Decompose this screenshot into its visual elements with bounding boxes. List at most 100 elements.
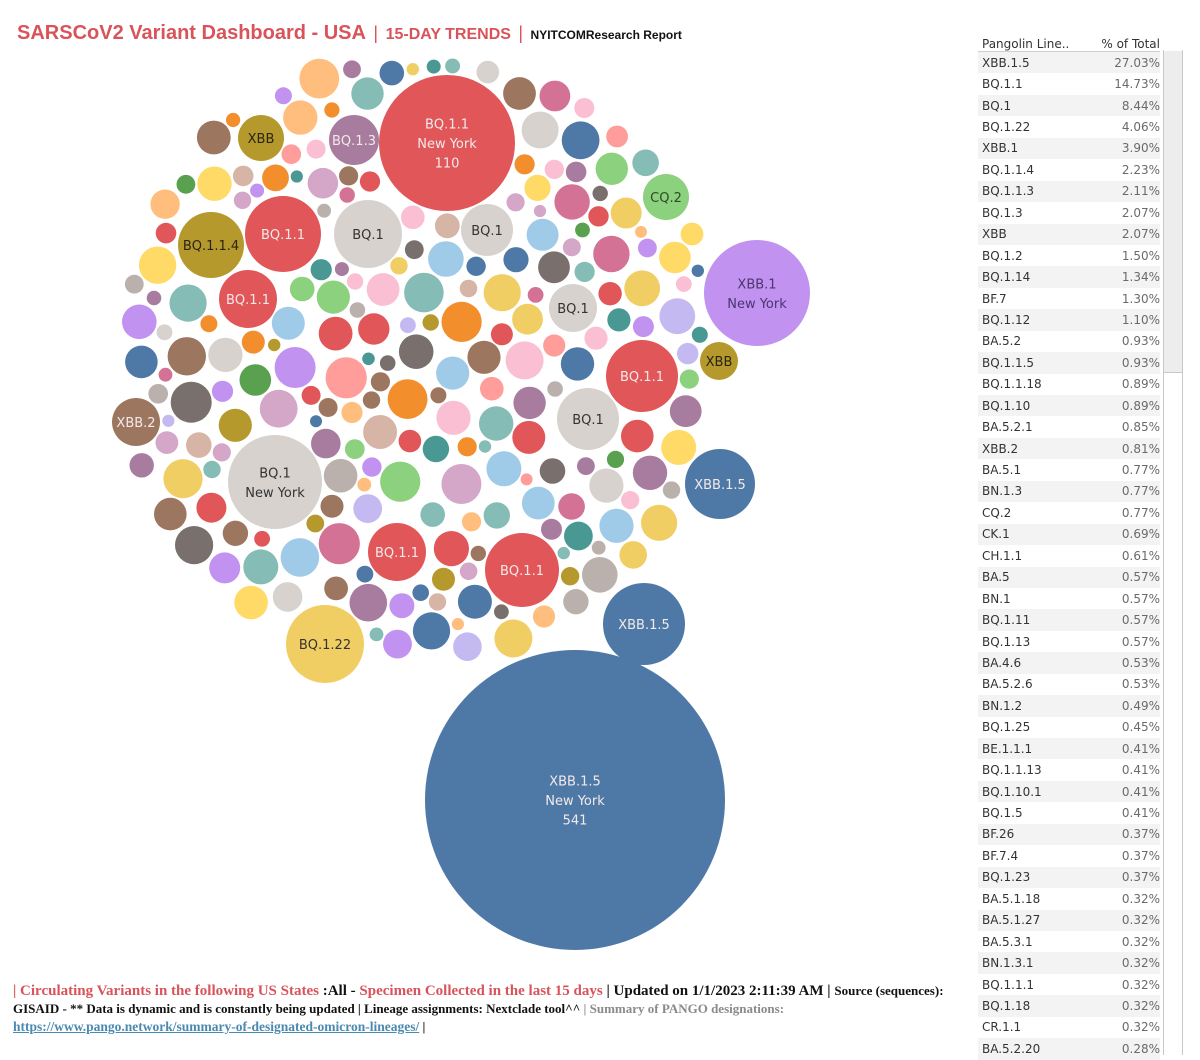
bubble-mark[interactable] [582,557,618,593]
bubble-mark[interactable] [379,75,515,211]
bubble-mark[interactable] [606,340,678,412]
bubble-mark[interactable] [541,518,562,540]
bubble-mark[interactable] [148,384,168,404]
bubble-mark[interactable] [366,273,400,306]
bubble-bq-1[interactable]: BQ.1 [334,200,402,268]
table-row[interactable]: BQ.1.14 1.34% [978,266,1160,288]
bubble-mark[interactable] [289,276,315,302]
bubble-mark[interactable] [593,235,630,273]
bubble-mark[interactable] [380,461,421,502]
column-header-lineage[interactable]: Pangolin Line.. [982,37,1070,51]
bubble-mark[interactable] [543,334,566,357]
bubble-mark[interactable] [632,455,668,490]
bubble-mark[interactable] [598,282,622,306]
table-row[interactable]: BA.5.3.1 0.32% [978,931,1160,952]
bubble-mark[interactable] [162,414,175,427]
table-row[interactable]: BQ.1.5 0.41% [978,802,1160,823]
bubble-xbb[interactable]: XBB [700,342,738,380]
table-row[interactable]: BQ.1.1.5 0.93% [978,352,1160,374]
table-row[interactable]: BQ.1.10 0.89% [978,395,1160,417]
bubble-mark[interactable] [483,502,510,529]
table-row[interactable]: CH.1.1 0.61% [978,545,1160,566]
bubble-bq-1-1[interactable]: BQ.1.1 [245,196,321,272]
bubble-mark[interactable] [544,159,564,180]
bubble-bq-1-1[interactable]: BQ.1.1 [606,340,678,412]
bubble-mark[interactable] [280,538,320,577]
bubble-mark[interactable] [565,161,587,183]
table-row[interactable]: BA.5.2.1 0.85% [978,416,1160,437]
bubble-mark[interactable] [428,593,447,611]
bubble-mark[interactable] [357,477,372,492]
bubble-mark[interactable] [704,240,810,346]
bubble-mark[interactable] [379,355,396,371]
bubble-mark[interactable] [155,222,177,244]
bubble-mark[interactable] [420,502,446,527]
bubble-mark[interactable] [588,206,609,227]
bubble-mark[interactable] [700,342,738,380]
bubble-mark[interactable] [512,303,543,335]
table-row[interactable]: BQ.1.1 14.73% [978,73,1160,94]
bubble-mark[interactable] [520,473,533,486]
bubble-mark[interactable] [362,352,375,366]
table-row[interactable]: BA.5.1.27 0.32% [978,909,1160,931]
table-row[interactable]: XBB.1.5 27.03% [978,52,1160,74]
bubble-mark[interactable] [441,301,482,342]
bubble-mark[interactable] [317,203,331,218]
bubble-mark[interactable] [679,369,699,389]
table-row[interactable]: BQ.1.22 4.06% [978,116,1160,137]
bubble-mark[interactable] [574,98,595,118]
bubble-mark[interactable] [196,492,227,523]
bubble-mark[interactable] [146,290,162,306]
table-row[interactable]: XBB.2 0.81% [978,437,1160,460]
bubble-mark[interactable] [453,632,482,661]
bubble-mark[interactable] [176,174,196,194]
bubble-mark[interactable] [526,218,559,251]
bubble-mark[interactable] [387,379,428,419]
bubble-mark[interactable] [325,357,367,399]
bubble-bq-1[interactable]: BQ.1 New York [228,435,322,529]
bubble-xbb[interactable]: XBB [238,115,284,161]
bubble-mark[interactable] [606,450,625,468]
bubble-mark[interactable] [467,340,501,374]
table-row[interactable]: BA.5.2 0.93% [978,331,1160,352]
bubble-mark[interactable] [286,605,364,683]
bubble-mark[interactable] [307,167,339,199]
bubble-bq-1[interactable]: BQ.1 [461,204,513,256]
table-row[interactable]: BA.5 0.57% [978,566,1160,588]
bubble-mark[interactable] [624,270,661,307]
bubble-mark[interactable] [560,347,595,381]
bubble-mark[interactable] [480,376,504,401]
bubble-mark[interactable] [503,247,529,273]
bubble-mark[interactable] [138,246,177,284]
bubble-mark[interactable] [125,345,158,379]
bubble-mark[interactable] [680,222,704,246]
table-row[interactable]: BN.1.3.1 0.32% [978,952,1160,974]
bubble-mark[interactable] [356,565,374,583]
bubble-mark[interactable] [197,166,232,201]
bubble-mark[interactable] [635,225,647,238]
bubble-mark[interactable] [383,629,412,659]
bubble-mark[interactable] [250,183,265,198]
bubble-mark[interactable] [209,552,241,584]
table-row[interactable]: BA.5.2.20 0.28% [978,1038,1160,1060]
bubble-mark[interactable] [632,316,654,338]
bubble-mark[interactable] [584,326,608,350]
bubble-mark[interactable] [607,308,631,332]
bubble-bq-1[interactable]: BQ.1 [549,284,597,332]
bubble-mark[interactable] [343,60,361,79]
bubble-mark[interactable] [334,262,349,277]
bubble-mark[interactable] [401,205,425,230]
bubble-mark[interactable] [228,435,322,529]
table-row[interactable]: BN.1.3 0.77% [978,480,1160,503]
bubble-mark[interactable] [150,189,180,219]
bubble-bq-1-3[interactable]: BQ.1.3 [329,115,379,165]
bubble-mark[interactable] [310,415,322,428]
bubble-mark[interactable] [451,618,464,631]
bubble-mark[interactable] [324,576,348,601]
table-row[interactable]: BF.7 1.30% [978,288,1160,309]
bubble-mark[interactable] [358,313,390,345]
bubble-mark[interactable] [433,531,469,567]
bubble-mark[interactable] [539,80,571,112]
table-row[interactable]: BQ.1.11 0.57% [978,609,1160,631]
bubble-mark[interactable] [245,196,321,272]
